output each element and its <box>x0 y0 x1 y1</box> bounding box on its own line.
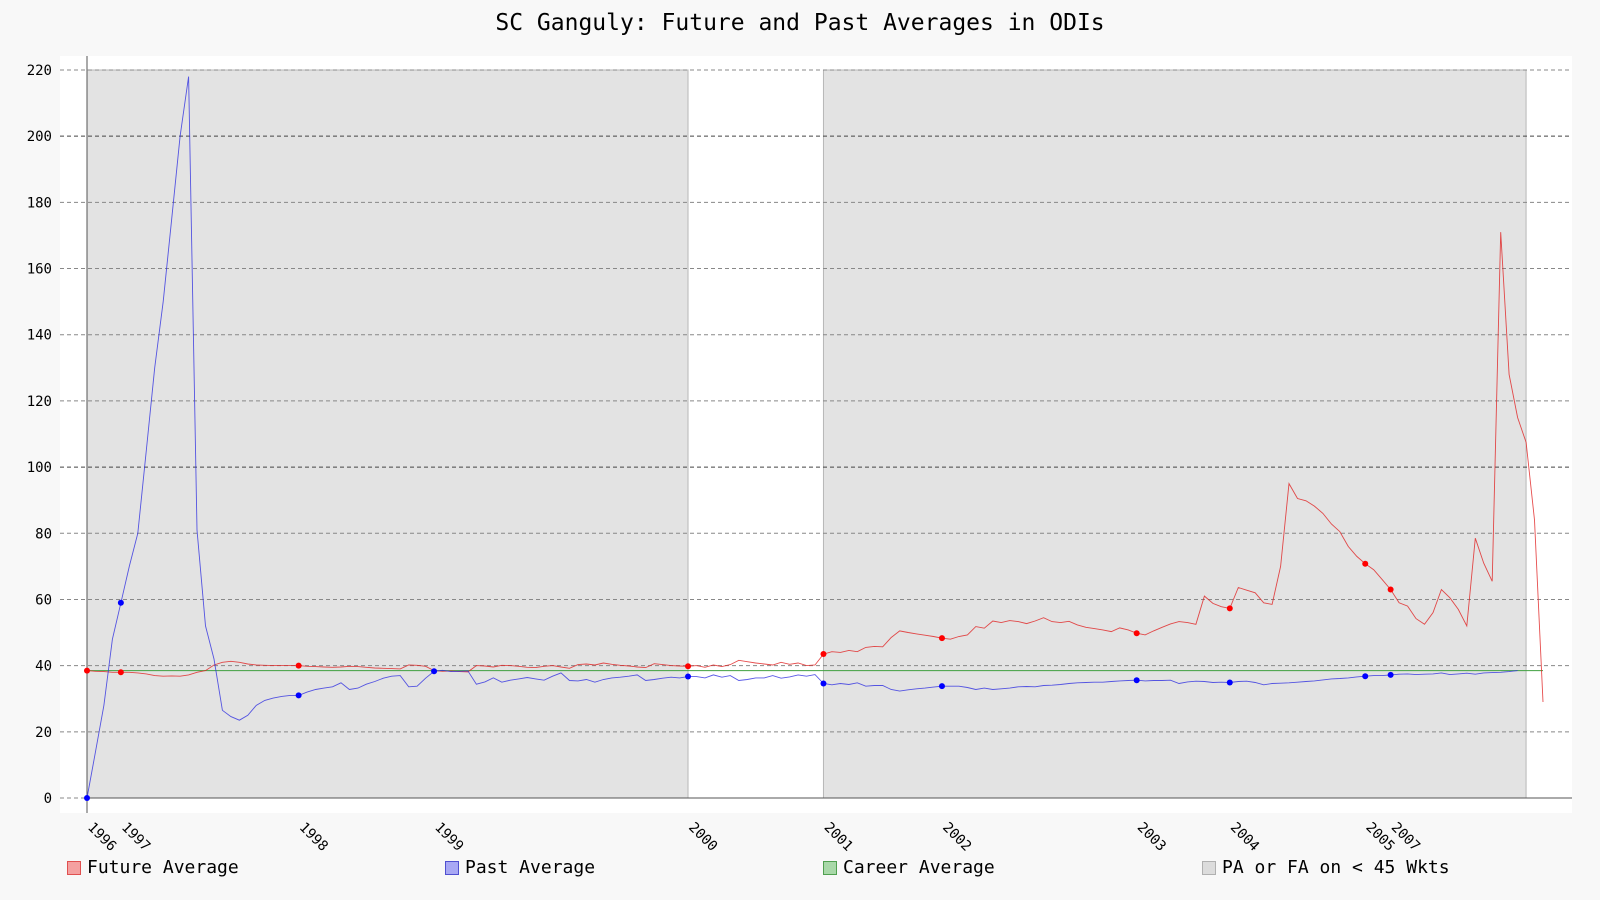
past-average-marker <box>1133 677 1140 684</box>
series-line-past-average <box>86 76 1518 799</box>
y-tick-label-100: 100 <box>27 460 52 476</box>
y-tick-label-200: 200 <box>27 129 52 145</box>
legend-swatch-past-average <box>445 860 459 875</box>
y-tick-label-0: 0 <box>44 791 52 807</box>
legend-item-future-average: Future Average <box>67 857 239 878</box>
past-average-marker <box>117 599 124 606</box>
future-average-marker <box>295 662 302 669</box>
shaded-region-1 <box>822 69 1527 799</box>
y-tick-label-220: 220 <box>27 63 52 79</box>
y-tick-label-60: 60 <box>35 592 52 608</box>
future-average-marker <box>820 651 827 658</box>
past-average-marker <box>1387 671 1394 678</box>
past-average-marker <box>820 680 827 687</box>
future-average-marker <box>1362 560 1369 567</box>
legend-item-low-wickets-shading: PA or FA on < 45 Wkts <box>1202 857 1450 878</box>
chart-legend: Future Average Past Average Career Avera… <box>0 857 1600 881</box>
future-average-marker <box>1226 605 1233 612</box>
y-tick-label-80: 80 <box>35 526 52 542</box>
x-tick-label-2000: 2000 <box>685 820 720 855</box>
past-average-marker <box>938 683 945 690</box>
legend-swatch-low-wickets-shading <box>1202 860 1216 875</box>
x-tick-label-2007: 2007 <box>1388 820 1423 855</box>
legend-swatch-future-average <box>67 860 81 875</box>
y-tick-label-20: 20 <box>35 725 52 741</box>
x-tick-label-1997: 1997 <box>118 820 153 855</box>
x-tick-label-2002: 2002 <box>939 820 974 855</box>
future-average-marker <box>938 635 945 642</box>
x-tick-label-2004: 2004 <box>1227 820 1262 855</box>
future-average-marker <box>1387 586 1394 593</box>
legend-swatch-career-average <box>823 860 837 875</box>
x-tick-label-1998: 1998 <box>296 820 331 855</box>
y-tick-label-120: 120 <box>27 394 52 410</box>
legend-label-future-average: Future Average <box>87 857 239 878</box>
past-average-marker <box>431 668 438 675</box>
legend-label-past-average: Past Average <box>465 857 596 878</box>
legend-item-past-average: Past Average <box>445 857 595 878</box>
x-tick-label-2003: 2003 <box>1134 820 1169 855</box>
past-average-marker <box>84 795 90 801</box>
past-average-marker <box>295 692 302 699</box>
past-average-marker <box>685 673 692 680</box>
future-average-marker <box>1133 630 1140 637</box>
y-tick-label-160: 160 <box>27 262 52 278</box>
y-tick-label-180: 180 <box>27 195 52 211</box>
future-average-marker <box>84 667 90 674</box>
series-line-future-average <box>86 232 1544 703</box>
x-tick-label-1999: 1999 <box>431 820 466 855</box>
legend-item-career-average: Career Average <box>823 857 995 878</box>
future-average-marker <box>685 663 692 670</box>
past-average-marker <box>1362 673 1369 680</box>
x-tick-label-2005: 2005 <box>1362 820 1397 855</box>
x-tick-label-2001: 2001 <box>821 820 856 855</box>
x-tick-label-1996: 1996 <box>84 820 119 855</box>
shaded-region-0 <box>86 69 689 799</box>
y-tick-label-140: 140 <box>27 328 52 344</box>
past-average-marker <box>1226 679 1233 686</box>
y-tick-label-40: 40 <box>35 659 52 675</box>
legend-label-career-average: Career Average <box>843 857 995 878</box>
legend-label-low-wickets-shading: PA or FA on < 45 Wkts <box>1222 857 1450 878</box>
chart-title: SC Ganguly: Future and Past Averages in … <box>495 10 1105 36</box>
future-average-marker <box>117 669 124 676</box>
